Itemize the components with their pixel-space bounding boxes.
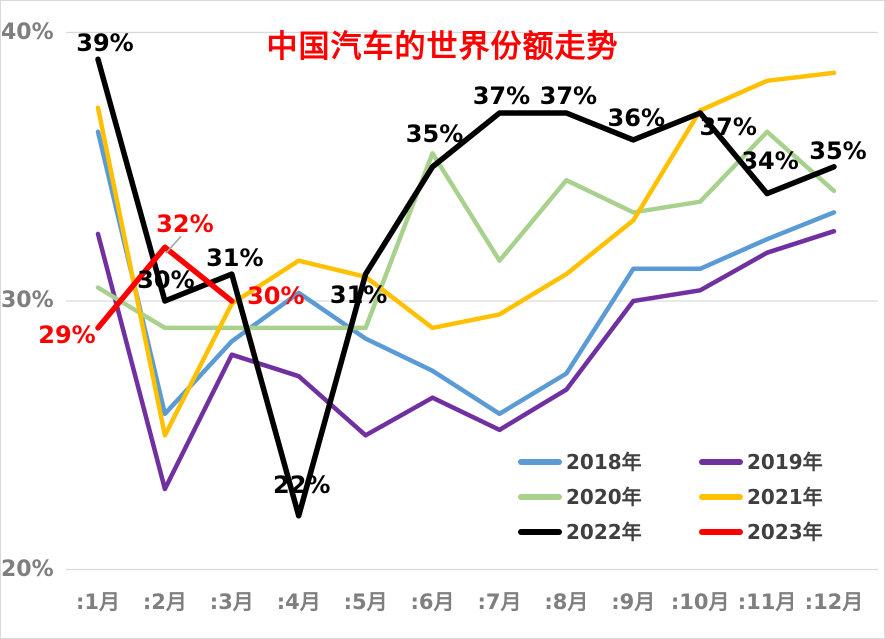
data-label: 34% (741, 146, 799, 175)
data-label: 39% (76, 29, 134, 58)
legend-item-label: 2018年 (566, 449, 642, 474)
legend-item-2021年: 2021年 (699, 479, 871, 514)
legend-item-label: 2019年 (747, 449, 823, 474)
x-axis-tick-label: :9月 (611, 590, 656, 614)
data-label: 36% (607, 103, 665, 132)
legend-swatch (518, 528, 562, 535)
data-label: 31% (206, 244, 264, 273)
legend-item-2022年: 2022年 (518, 514, 699, 549)
series-line-2021年 (95, 70, 837, 438)
y-axis-tick-label: 20% (1, 556, 54, 582)
legend-swatch (518, 458, 562, 465)
legend: 2018年 2019年 2020年 2021年 2022年 2023年 (518, 444, 871, 549)
y-axis-tick-label: 40% (1, 19, 54, 45)
data-label: 30% (247, 282, 305, 310)
x-axis-tick-label: :12月 (804, 590, 864, 614)
data-label: 32% (156, 210, 214, 239)
data-label: 29% (38, 320, 96, 349)
x-axis-tick-label: :1月 (75, 590, 120, 614)
x-axis-tick-label: :2月 (142, 590, 187, 614)
legend-swatch (699, 528, 743, 535)
series-line-2022年 (95, 56, 837, 519)
data-label: 37% (539, 82, 598, 111)
legend-item-2020年: 2020年 (518, 479, 699, 514)
x-axis-tick-label: :3月 (209, 590, 254, 614)
legend-item-2019年: 2019年 (699, 444, 871, 479)
data-label: 31% (329, 281, 388, 310)
data-label: 37% (699, 113, 757, 142)
x-axis-tick-label: :6月 (410, 590, 455, 614)
legend-item-2023年: 2023年 (699, 514, 871, 549)
callout-leader-line (165, 235, 182, 254)
data-label: 22% (272, 470, 331, 499)
data-label: 30% (137, 266, 195, 294)
legend-item-label: 2022年 (566, 519, 642, 544)
x-axis-tick-label: :7月 (477, 590, 522, 614)
legend-swatch (518, 493, 562, 500)
x-axis-tick-label: :10月 (670, 590, 730, 614)
x-axis-tick-label: :11月 (737, 590, 797, 614)
legend-item-label: 2021年 (747, 484, 823, 509)
x-axis-tick-label: :8月 (544, 590, 589, 614)
y-axis-tick-label: 30% (1, 288, 54, 313)
series-line-2023年 (95, 244, 235, 331)
series-line-2019年 (95, 228, 837, 492)
x-axis-tick-label: :4月 (276, 590, 321, 614)
legend-swatch (699, 458, 743, 465)
legend-swatch (699, 493, 743, 500)
series-line-2018年 (95, 129, 837, 417)
data-label: 35% (809, 136, 867, 165)
chart-title: 中国汽车的世界份额走势 (266, 29, 619, 65)
x-axis-tick-label: :5月 (343, 590, 388, 614)
legend-item-label: 2023年 (747, 519, 823, 544)
data-label: 35% (405, 119, 464, 148)
data-label: 37% (472, 82, 531, 111)
legend-item-label: 2020年 (566, 484, 642, 509)
legend-item-2018年: 2018年 (518, 444, 699, 479)
